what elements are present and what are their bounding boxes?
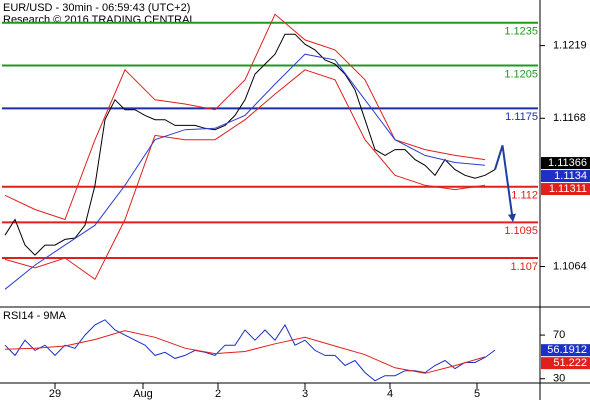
series-line <box>4 13 486 221</box>
price-tag <box>541 183 590 196</box>
series-line <box>4 330 486 374</box>
price-tag <box>541 157 590 170</box>
price-tag-label: 51.222 <box>553 357 587 369</box>
y-tick-label: 30 <box>553 373 565 385</box>
price-tag <box>541 357 590 370</box>
x-tick-label: 4 <box>387 388 393 400</box>
series-line <box>4 69 486 281</box>
y-tick-label: 1.1219 <box>553 40 587 52</box>
price-tag-label: 1.11366 <box>548 157 587 169</box>
series-line <box>4 53 486 290</box>
price-tag-label: 1.1134 <box>554 170 587 182</box>
chart-subtitle: Research © 2016 TRADING CENTRAL <box>3 14 196 26</box>
level-label: 1.1095 <box>504 225 538 237</box>
chart-title: EUR/USD - 30min - 06:59:43 (UTC+2) <box>3 2 190 14</box>
price-tag-label: 56.1912 <box>547 344 587 356</box>
x-tick-label: Aug <box>133 388 153 400</box>
level-label: 1.1175 <box>505 111 538 123</box>
x-tick-label: 5 <box>474 388 480 400</box>
y-tick-label: 70 <box>553 329 565 341</box>
series-line <box>494 145 516 223</box>
x-tick-label: 29 <box>49 388 61 400</box>
price-tag <box>541 344 590 357</box>
level-label: 1.112 <box>511 190 538 202</box>
y-tick-label: 1.1064 <box>553 260 587 272</box>
x-tick-label: 2 <box>215 388 221 400</box>
rsi-title: RSI14 - 9MA <box>3 310 67 322</box>
level-label: 1.1205 <box>504 68 538 80</box>
series-line <box>4 33 496 256</box>
price-tag <box>541 170 590 183</box>
level-label: 1.1235 <box>504 26 538 38</box>
y-tick-label: 1.1168 <box>553 112 586 124</box>
level-label: 1.107 <box>510 261 538 273</box>
price-tag-label: 1.11311 <box>549 183 587 195</box>
x-tick-label: 3 <box>302 388 308 400</box>
